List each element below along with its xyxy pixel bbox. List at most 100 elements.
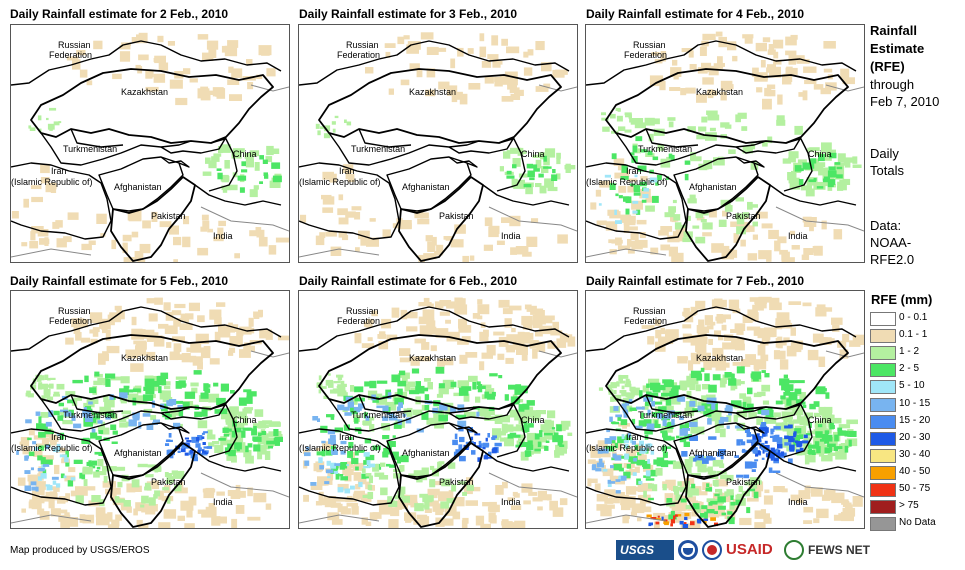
rainfall-cell [484,76,494,84]
rainfall-cell [244,342,251,350]
rainfall-cell [409,390,420,395]
rainfall-cell [608,239,616,244]
rainfall-cell [510,396,520,405]
rainfall-cell [41,383,49,390]
rainfall-cell [362,494,369,498]
rainfall-cell [763,335,771,340]
rainfall-cell [720,453,724,460]
rainfall-cell [217,227,224,237]
rainfall-cell [225,413,238,423]
rainfall-cell [699,513,708,518]
rainfall-cell [661,516,664,521]
rainfall-cell [788,399,801,409]
rainfall-cell [151,480,159,490]
rainfall-cell [330,445,337,451]
rainfall-cell [20,437,30,447]
rainfall-cell [641,325,655,329]
rainfall-cell [27,474,39,482]
rainfall-cell [755,42,767,52]
rainfall-cell [158,62,169,71]
rainfall-cell [518,404,525,412]
rainfall-cell [818,167,829,176]
rainfall-cell [625,115,632,118]
rainfall-cell [382,451,389,458]
rainfall-cell [227,40,239,48]
rainfall-cell [317,418,320,422]
rainfall-cell [700,409,706,414]
rainfall-cell [344,412,352,416]
rainfall-cell [407,407,413,417]
rainfall-cell [44,459,53,465]
rainfall-cell [770,449,776,454]
rainfall-cell [722,210,727,217]
country-boundary [299,428,400,506]
rainfall-cell [710,517,716,521]
rainfall-cell [682,524,689,528]
rainfall-cell [73,326,80,331]
rainfall-cell [377,499,388,506]
rainfall-cell [820,87,831,95]
rainfall-cell [667,460,676,465]
rainfall-cell [132,412,140,419]
rainfall-cell [611,239,623,244]
rainfall-cell [180,316,190,323]
rainfall-cell [728,378,737,386]
rainfall-cell [339,474,344,477]
rainfall-cell [136,519,143,527]
rainfall-cell [494,504,500,513]
rainfall-cell [420,32,434,40]
rainfall-cell [431,236,437,246]
rainfall-cell [777,443,783,449]
rainfall-cell [796,59,810,64]
rainfall-cell [834,434,839,442]
country-label-pakistan: Pakistan [151,211,186,221]
rainfall-cell [610,421,616,424]
legend-label: 50 - 75 [899,483,931,494]
rainfall-cell [788,458,793,464]
rainfall-cell [756,417,763,425]
rainfall-cell [697,464,707,473]
rainfall-cell [331,449,338,455]
rainfall-cell [730,221,739,227]
rainfall-cell [758,328,771,335]
rainfall-cell [625,486,637,495]
rainfall-cell [392,435,396,438]
rainfall-cell [689,64,697,70]
rainfall-cell [607,209,619,216]
country-boundary [194,450,282,472]
rainfall-cell [239,349,251,358]
legend-title: RFE (mm) [871,292,933,307]
rainfall-cell [613,463,622,471]
rainfall-cell [444,358,454,366]
rainfall-cell [770,456,774,461]
rainfall-cell [532,348,538,359]
rainfall-cell [268,431,276,437]
rainfall-cell [728,517,735,525]
rainfall-cell [470,436,474,441]
rainfall-cell [142,413,151,417]
rainfall-cell [789,444,795,451]
rainfall-cell [481,352,493,359]
rainfall-cell [186,506,193,518]
rainfall-cell [228,322,233,329]
rainfall-cell [535,159,542,169]
rainfall-cell [717,496,726,503]
rainfall-cell [103,395,109,403]
legend-swatch [870,500,896,515]
rainfall-cell [93,471,100,478]
rainfall-cell [177,450,181,453]
rainfall-cell [346,502,359,507]
rainfall-cell [191,457,198,462]
rainfall-cell [119,422,128,428]
rainfall-cell [752,67,759,77]
rainfall-cell [756,433,760,436]
rainfall-cell [436,393,443,398]
rainfall-cell [458,318,468,329]
rainfall-cell [556,424,562,432]
country-boundary [398,176,484,262]
rainfall-cell [390,507,400,517]
rainfall-cell [65,462,70,467]
rainfall-cell [828,166,836,171]
country-boundary [645,128,699,148]
rainfall-cell [125,349,138,359]
